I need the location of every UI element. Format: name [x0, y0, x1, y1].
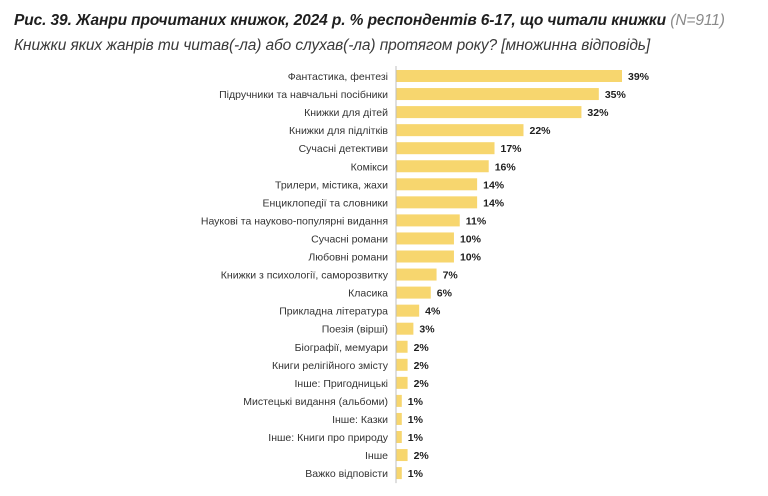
value-label: 39%	[628, 71, 650, 83]
value-label: 3%	[419, 324, 435, 336]
category-label: Інше: Казки	[332, 414, 388, 426]
value-label: 2%	[414, 342, 430, 354]
category-label: Мистецькі видання (альбоми)	[243, 396, 388, 408]
bar	[396, 286, 431, 299]
bar	[396, 250, 454, 263]
category-label: Сучасні детективи	[299, 143, 389, 155]
bar	[396, 70, 622, 82]
value-label: 14%	[483, 197, 505, 209]
bar	[396, 394, 402, 407]
category-label: Книжки для підлітків	[289, 125, 388, 137]
category-label: Книжки для дітей	[304, 107, 388, 119]
value-label: 14%	[483, 179, 505, 191]
chart-title-sample-size: (N=911)	[670, 12, 725, 29]
chart-subtitle: Книжки яких жанрів ти читав(-ла) або слу…	[14, 37, 651, 54]
bar	[396, 467, 402, 480]
category-label: Енциклопедії та словники	[262, 197, 388, 209]
bar	[396, 304, 420, 317]
value-label: 10%	[460, 233, 482, 245]
chart-title-main: Рис. 39. Жанри прочитаних книжок, 2024 р…	[14, 12, 667, 29]
chart-title: Рис. 39. Жанри прочитаних книжок, 2024 р…	[14, 12, 764, 30]
bar	[396, 322, 414, 335]
category-label: Любовні романи	[308, 252, 388, 264]
category-label: Фантастика, фентезі	[288, 71, 388, 83]
category-label: Класика	[348, 288, 388, 300]
category-label: Прикладна література	[279, 306, 388, 318]
category-label: Підручники та навчальні посібники	[219, 89, 388, 101]
bar	[396, 88, 599, 101]
value-label: 17%	[501, 143, 523, 155]
value-label: 1%	[408, 432, 424, 444]
category-label: Комікси	[351, 161, 388, 173]
bar	[396, 376, 408, 389]
value-label: 16%	[495, 161, 517, 173]
category-label: Книги релігійного змісту	[272, 360, 389, 372]
category-label: Наукові та науково-популярні видання	[201, 215, 388, 227]
bar	[396, 412, 402, 425]
category-label: Інше: Книги про природу	[268, 432, 388, 444]
bar	[396, 124, 524, 137]
bar	[396, 106, 582, 119]
value-label: 11%	[466, 215, 487, 227]
value-label: 1%	[408, 468, 424, 480]
bar	[396, 160, 489, 173]
bar	[396, 340, 408, 353]
category-label: Біографії, мемуари	[295, 342, 389, 354]
category-label: Інше	[365, 450, 388, 462]
category-label: Поезія (вірші)	[322, 324, 388, 336]
category-label: Сучасні романи	[311, 233, 388, 245]
bar	[396, 431, 402, 443]
bar	[396, 268, 437, 281]
category-label: Важко відповісти	[305, 468, 388, 480]
value-label: 7%	[443, 270, 459, 282]
value-label: 4%	[425, 306, 441, 318]
bar	[396, 214, 460, 227]
value-label: 1%	[408, 396, 424, 408]
value-label: 2%	[414, 450, 430, 462]
value-label: 35%	[605, 89, 627, 101]
category-label: Книжки з психології, саморозвитку	[221, 270, 389, 282]
category-label: Трилери, містика, жахи	[275, 179, 388, 191]
bar	[396, 178, 478, 191]
value-label: 1%	[408, 414, 424, 426]
bar	[396, 232, 454, 245]
value-label: 32%	[587, 107, 609, 119]
value-label: 6%	[437, 288, 453, 300]
bar	[396, 358, 408, 371]
bar	[396, 196, 478, 209]
value-label: 10%	[460, 252, 482, 264]
value-label: 2%	[414, 360, 430, 372]
value-label: 2%	[414, 378, 430, 390]
bar	[396, 449, 408, 462]
bar	[396, 142, 495, 155]
value-label: 22%	[529, 125, 551, 137]
category-label: Інше: Пригодницькі	[295, 378, 388, 390]
